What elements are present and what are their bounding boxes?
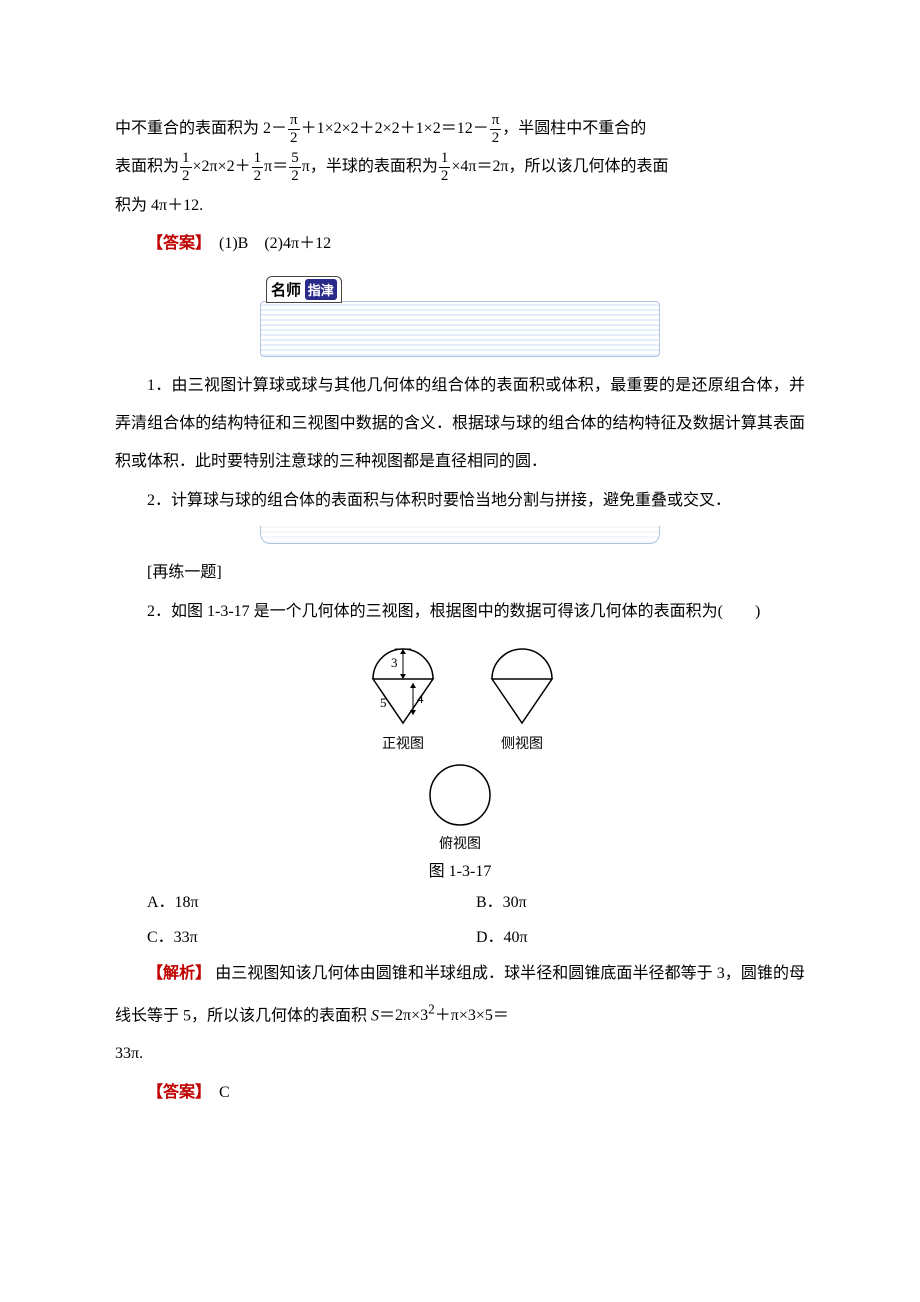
text: ×2π×2＋ (193, 158, 251, 175)
side-view-label: 侧视图 (501, 733, 543, 753)
option-d: D．40π (476, 920, 805, 955)
fraction: 12 (180, 151, 192, 184)
hemisphere-arc (492, 649, 552, 679)
arrowhead-up-2 (410, 683, 416, 688)
analysis-label: 【解析】 (147, 965, 211, 982)
top-row: 3 5 4 正视图 侧视图 (115, 637, 805, 753)
fraction: π2 (288, 113, 300, 146)
text: π，半球的表面积为 (302, 158, 438, 175)
option-c: C．33π (147, 920, 476, 955)
analysis-formula: ＝2π×32＋π×3×5＝ (379, 1007, 509, 1024)
answer-text: (1)B (2)4π＋12 (203, 235, 331, 252)
text: 中不重合的表面积为 2－ (115, 120, 287, 137)
continuation-line-3: 积为 4π＋12. (115, 187, 805, 225)
top-view-label: 俯视图 (439, 833, 481, 853)
question-text: 2．如图 1-3-17 是一个几何体的三视图，根据图中的数据可得该几何体的表面积… (115, 593, 805, 631)
front-view-label: 正视图 (382, 733, 424, 753)
top-view-svg (424, 759, 496, 831)
text: 表面积为 (115, 158, 179, 175)
option-a: A．18π (147, 885, 476, 920)
tip-paragraph-1: 1．由三视图计算球或球与其他几何体的组合体的表面积或体积，最重要的是还原组合体，… (115, 367, 805, 482)
dim-label-5: 5 (380, 695, 387, 710)
tab-text-left: 名师 (271, 283, 301, 299)
fraction: π2 (490, 113, 502, 146)
cone-triangle (492, 679, 552, 723)
side-view: 侧视图 (479, 637, 565, 753)
closing-bracket-decoration (260, 526, 660, 544)
option-b: B．30π (476, 885, 805, 920)
dim-label-3: 3 (391, 655, 398, 670)
answer-label: 【答案】 (147, 235, 203, 252)
teacher-panel-body (260, 301, 660, 357)
answer-label-2: 【答案】 (147, 1084, 203, 1101)
front-view-svg: 3 5 4 (355, 637, 451, 731)
text: ＋1×2×2＋2×2＋1×2＝12－ (301, 120, 489, 137)
front-view: 3 5 4 正视图 (355, 637, 451, 753)
bottom-row: 俯视图 (115, 759, 805, 853)
teacher-tip-panel: 名师 指津 (260, 276, 660, 357)
text: ，半圆柱中不重合的 (502, 120, 646, 137)
answer-block-2: 【答案】 C (115, 1074, 805, 1112)
top-view: 俯视图 (424, 759, 496, 853)
analysis-paragraph: 【解析】 由三视图知该几何体由圆锥和半球组成．球半径和圆锥底面半径都等于 3，圆… (115, 955, 805, 1035)
fraction: 12 (439, 151, 451, 184)
three-view-figure: 3 5 4 正视图 侧视图 (115, 637, 805, 881)
top-circle (430, 765, 490, 825)
answer-text-2: C (203, 1084, 230, 1101)
var-s: S (371, 1007, 379, 1024)
tip-paragraph-2: 2．计算球与球的组合体的表面积与体积时要恰当地分割与拼接，避免重叠或交叉． (115, 482, 805, 520)
continuation-line-1: 中不重合的表面积为 2－π2＋1×2×2＋2×2＋1×2＝12－π2，半圆柱中不… (115, 110, 805, 148)
figure-caption: 图 1-3-17 (115, 857, 805, 881)
answer-block-1: 【答案】 (1)B (2)4π＋12 (115, 225, 805, 263)
text: ×4π＝2π，所以该几何体的表面 (451, 158, 668, 175)
teacher-tab: 名师 指津 (266, 276, 342, 303)
dim-label-4: 4 (417, 691, 424, 706)
continuation-line-2: 表面积为12×2π×2＋12π＝52π，半球的表面积为12×4π＝2π，所以该几… (115, 148, 805, 186)
answer-options: A．18π B．30π C．33π D．40π (147, 885, 805, 955)
analysis-tail: 33π. (115, 1035, 805, 1073)
tab-badge: 指津 (305, 279, 337, 300)
fraction: 52 (289, 151, 301, 184)
fraction: 12 (252, 151, 264, 184)
text: π＝ (264, 158, 288, 175)
side-view-svg (479, 637, 565, 731)
practice-header: [再练一题] (115, 554, 805, 592)
